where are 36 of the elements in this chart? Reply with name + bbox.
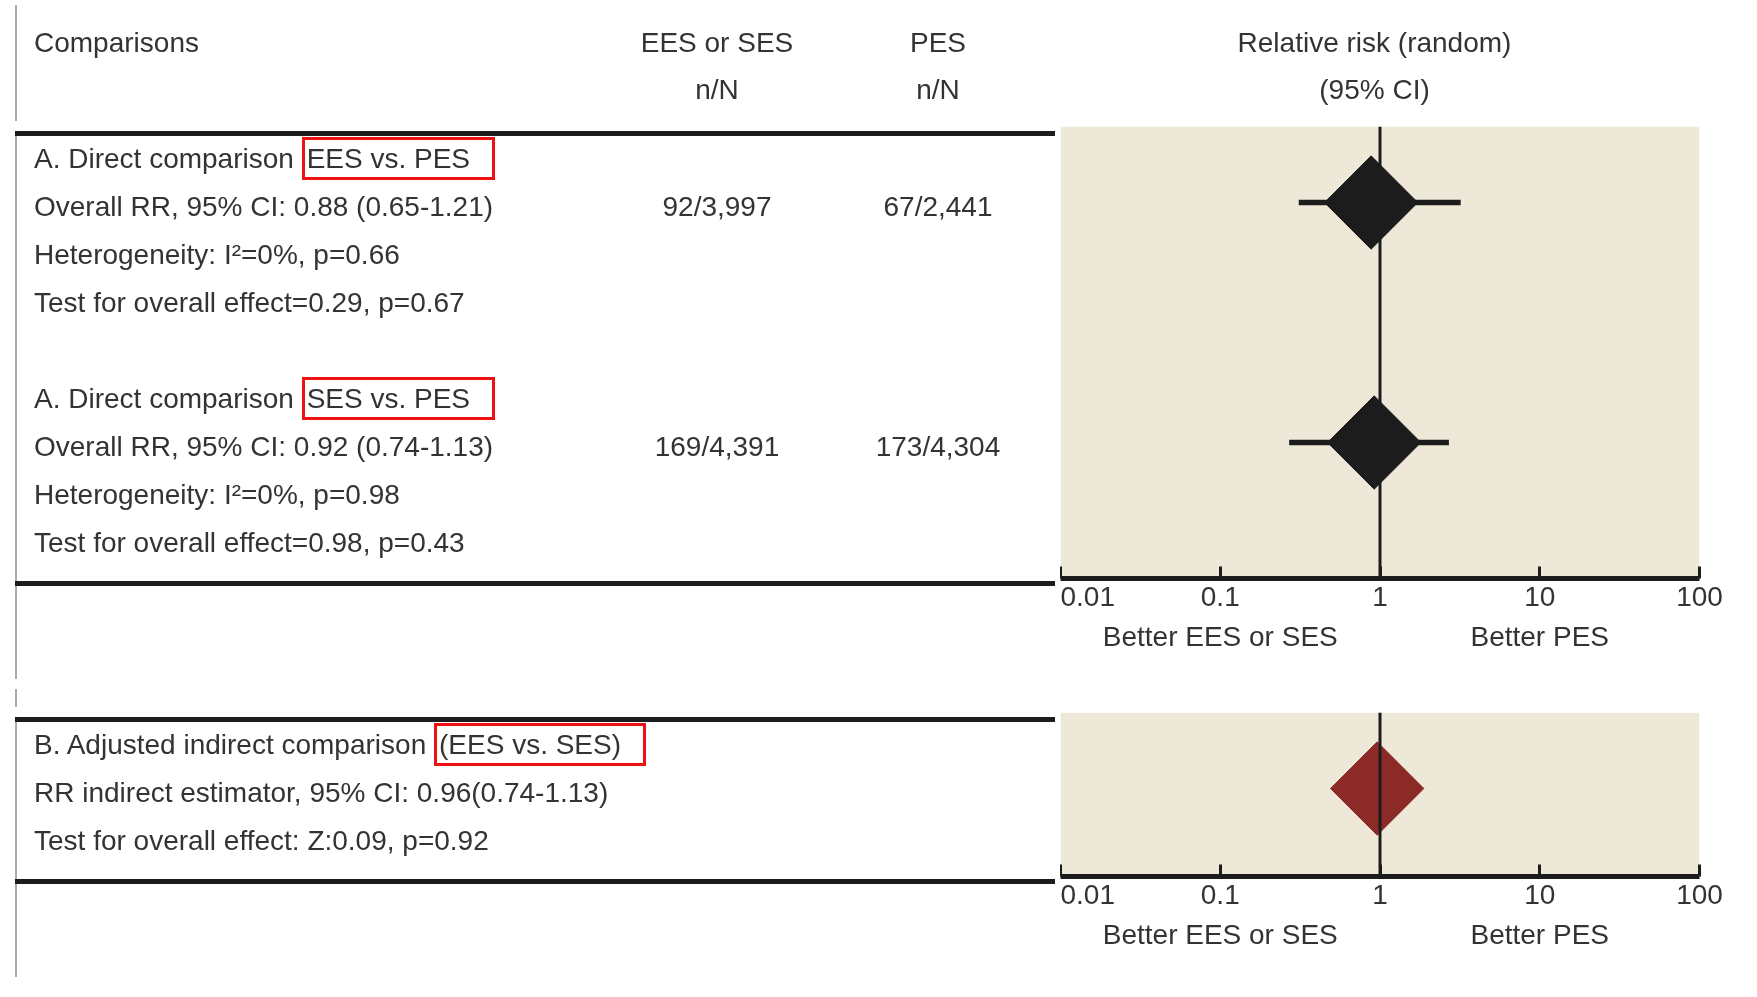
x-tick-label: 10	[1524, 878, 1556, 910]
text: Overall RR, 95% CI: 0.88 (0.65-1.21)	[34, 190, 494, 224]
highlight-box: (EES vs. SES)	[434, 723, 647, 766]
text: RR indirect estimator, 95% CI: 0.96(0.74-1.13)	[34, 776, 609, 810]
text: 92/3,997	[661, 190, 773, 224]
text: 169/4,391	[653, 430, 781, 464]
text: EES or SES n/N	[639, 26, 795, 107]
band-label: Better PES	[1470, 620, 1610, 652]
x-tick-label: 1	[1372, 580, 1388, 612]
x-tick-label: 0.1	[1200, 878, 1240, 910]
text: Overall RR, 95% CI: 0.92 (0.74-1.13)	[34, 430, 494, 464]
x-tick-label: 0.01	[1060, 580, 1115, 612]
band-label: Better EES or SES	[1102, 620, 1338, 652]
x-tick-label: 100	[1676, 580, 1723, 612]
x-tick-label: 0.01	[1060, 878, 1115, 910]
x-tick-label: 1	[1372, 878, 1388, 910]
text: A. Direct comparison	[34, 143, 294, 174]
text: 173/4,304	[874, 430, 1002, 464]
text: B. Adjusted indirect comparison	[34, 729, 427, 760]
highlight-box: SES vs. PES	[301, 377, 496, 420]
text: 67/2,441	[882, 190, 994, 224]
text: Heterogeneity: I²=0%, p=0.66	[34, 238, 400, 272]
band-label: Better EES or SES	[1102, 918, 1338, 950]
x-tick-label: 10	[1524, 580, 1556, 612]
chart-title: Relative risk (random) (95% CI)	[1236, 26, 1513, 107]
text: Test for overall effect: Z:0.09, p=0.92	[34, 824, 489, 858]
text: A. Direct comparison	[34, 383, 294, 414]
x-tick-label: 100	[1676, 878, 1723, 910]
text: Heterogeneity: I²=0%, p=0.98	[34, 478, 400, 512]
text: PES n/N	[909, 26, 967, 107]
highlight-box: EES vs. PES	[301, 137, 496, 180]
text: Test for overall effect=0.98, p=0.43	[34, 526, 465, 560]
text: Test for overall effect=0.29, p=0.67	[34, 286, 465, 320]
band-label: Better PES	[1470, 918, 1610, 950]
y-axis-title: Comparisons	[34, 26, 200, 60]
x-tick-label: 0.1	[1200, 580, 1240, 612]
